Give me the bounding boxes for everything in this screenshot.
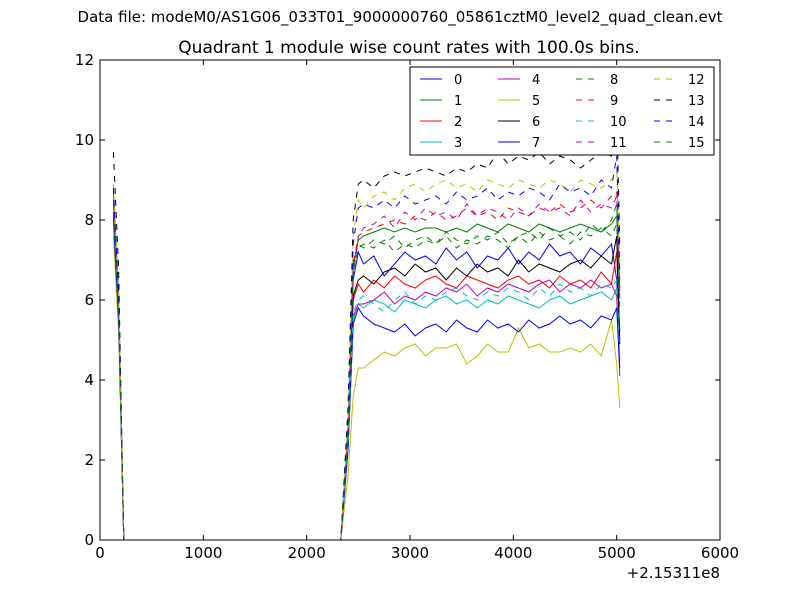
legend-frame (409, 66, 715, 156)
legend-label-7: 7 (532, 136, 540, 151)
legend-label-2: 2 (454, 115, 462, 130)
series-line-4 (112, 199, 621, 541)
legend-label-6: 6 (532, 115, 540, 130)
chart-title: Quadrant 1 module wise count rates with … (178, 38, 639, 58)
y-tick-label: 8 (84, 211, 94, 229)
legend-label-3: 3 (454, 136, 462, 151)
legend-label-15: 15 (688, 136, 705, 151)
series-layer (112, 107, 621, 541)
legend-label-13: 13 (688, 94, 705, 109)
y-tick-label: 6 (84, 291, 94, 309)
y-tick-label: 2 (84, 451, 94, 469)
legend-label-4: 4 (532, 73, 540, 88)
series-line-1 (112, 207, 621, 541)
series-line-9 (112, 191, 621, 541)
legend-label-0: 0 (454, 73, 462, 88)
x-tick-label: 3000 (391, 544, 429, 562)
legend-label-1: 1 (454, 94, 462, 109)
series-line-12 (112, 170, 621, 541)
legend-label-9: 9 (610, 94, 618, 109)
series-line-2 (112, 203, 621, 541)
y-tick-label: 4 (84, 371, 94, 389)
series-line-3 (112, 215, 621, 541)
legend-label-12: 12 (688, 73, 705, 88)
x-tick-label: 5000 (598, 544, 636, 562)
series-line-13 (112, 107, 621, 541)
legend-label-8: 8 (610, 73, 618, 88)
legend-label-14: 14 (688, 115, 705, 130)
x-offset-label: +2.15311e8 (627, 564, 720, 582)
x-tick-label: 1000 (184, 544, 222, 562)
y-tick-label: 12 (75, 51, 94, 69)
x-tick-label: 6000 (701, 544, 739, 562)
y-tick-label: 0 (84, 531, 94, 549)
x-tick-label: 0 (95, 544, 105, 562)
series-line-0 (112, 195, 621, 541)
x-tick-label: 2000 (288, 544, 326, 562)
figure-suptitle: Data file: modeM0/AS1G06_033T01_90000007… (77, 8, 723, 26)
y-tick-label: 10 (75, 131, 94, 149)
x-tick-label: 4000 (494, 544, 532, 562)
legend-label-5: 5 (532, 94, 540, 109)
legend-label-10: 10 (610, 115, 627, 130)
series-line-11 (112, 195, 621, 541)
series-line-7 (112, 219, 621, 541)
series-line-10 (112, 207, 621, 541)
legend-label-11: 11 (610, 136, 627, 151)
series-line-5 (112, 235, 621, 541)
